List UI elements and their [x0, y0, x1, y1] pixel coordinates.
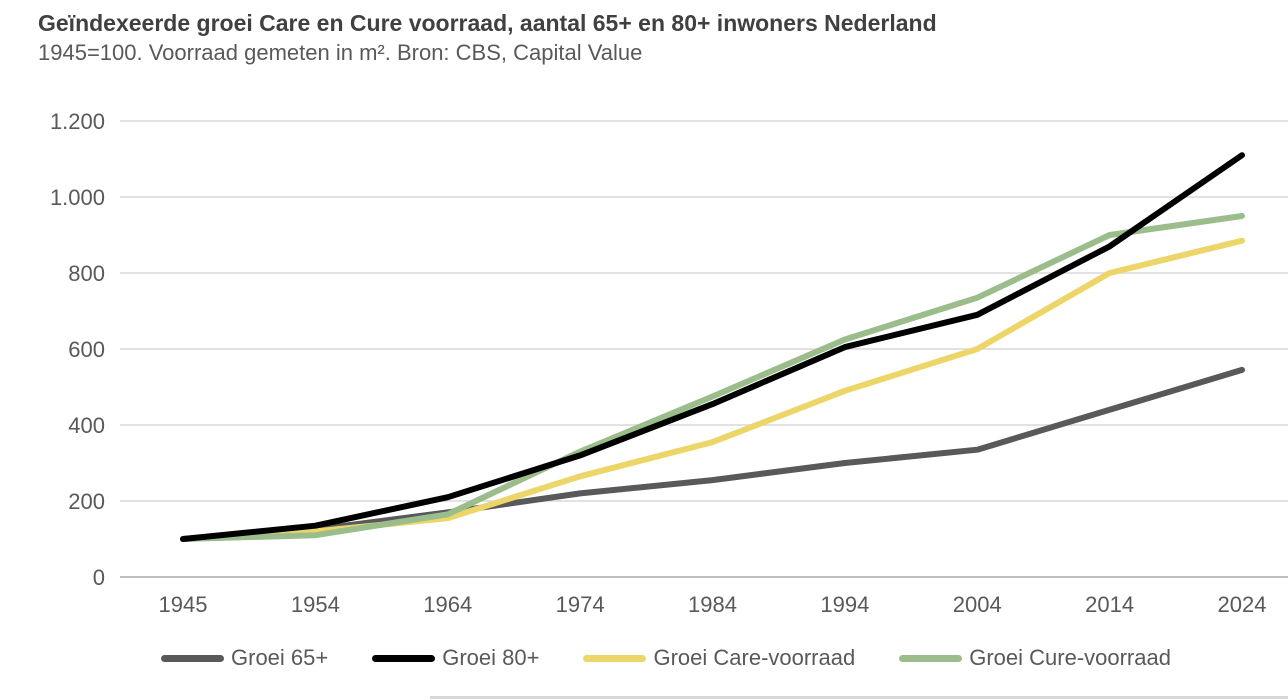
x-axis-label: 1974	[556, 592, 605, 617]
x-axis-label: 2014	[1085, 592, 1134, 617]
legend-label-groei-cure-voorraad: Groei Cure-voorraad	[969, 645, 1171, 670]
legend-item-groei-65: Groei 65+	[161, 645, 328, 671]
series-line-groei-cure-voorraad	[180, 213, 1245, 542]
series-line-groei-80	[180, 152, 1245, 542]
legend-swatch-groei-cure-voorraad	[899, 654, 963, 662]
y-axis-label: 0	[93, 565, 105, 590]
legend-swatch-groei-80	[372, 654, 436, 662]
series-line-groei-65	[180, 366, 1245, 542]
legend-label-groei-care-voorraad: Groei Care-voorraad	[653, 645, 856, 670]
legend-item-groei-care-voorraad: Groei Care-voorraad	[583, 645, 855, 671]
y-axis-label: 200	[68, 489, 105, 514]
x-axis-label: 2004	[953, 592, 1002, 617]
x-axis-label: 1994	[820, 592, 869, 617]
bottom-divider	[430, 696, 1288, 699]
x-axis-label: 1945	[159, 592, 208, 617]
series-line-groei-care-voorraad	[180, 237, 1245, 542]
y-axis-label: 400	[68, 413, 105, 438]
x-axis-label: 2024	[1218, 592, 1267, 617]
legend-swatch-groei-care-voorraad	[583, 654, 647, 662]
chart-title: Geïndexeerde groei Care en Cure voorraad…	[38, 10, 937, 36]
x-axis-label: 1984	[688, 592, 737, 617]
legend-item-groei-80: Groei 80+	[372, 645, 539, 671]
y-axis-label: 600	[68, 337, 105, 362]
legend-label-groei-80: Groei 80+	[442, 645, 540, 670]
y-axis-label: 800	[68, 261, 105, 286]
chart-subtitle: 1945=100. Voorraad gemeten in m². Bron: …	[38, 40, 643, 65]
chart-legend: Groei 65+ Groei 80+ Groei Care-voorraad Gro…	[161, 644, 1171, 672]
legend-item-groei-cure-voorraad: Groei Cure-voorraad	[899, 645, 1171, 671]
legend-swatch-groei-65	[161, 654, 224, 662]
legend-label-groei-65: Groei 65+	[231, 645, 329, 670]
x-axis-label: 1964	[423, 592, 472, 617]
x-axis-label: 1954	[291, 592, 340, 617]
y-axis-label: 1.200	[50, 109, 105, 134]
y-axis-label: 1.000	[50, 185, 105, 210]
